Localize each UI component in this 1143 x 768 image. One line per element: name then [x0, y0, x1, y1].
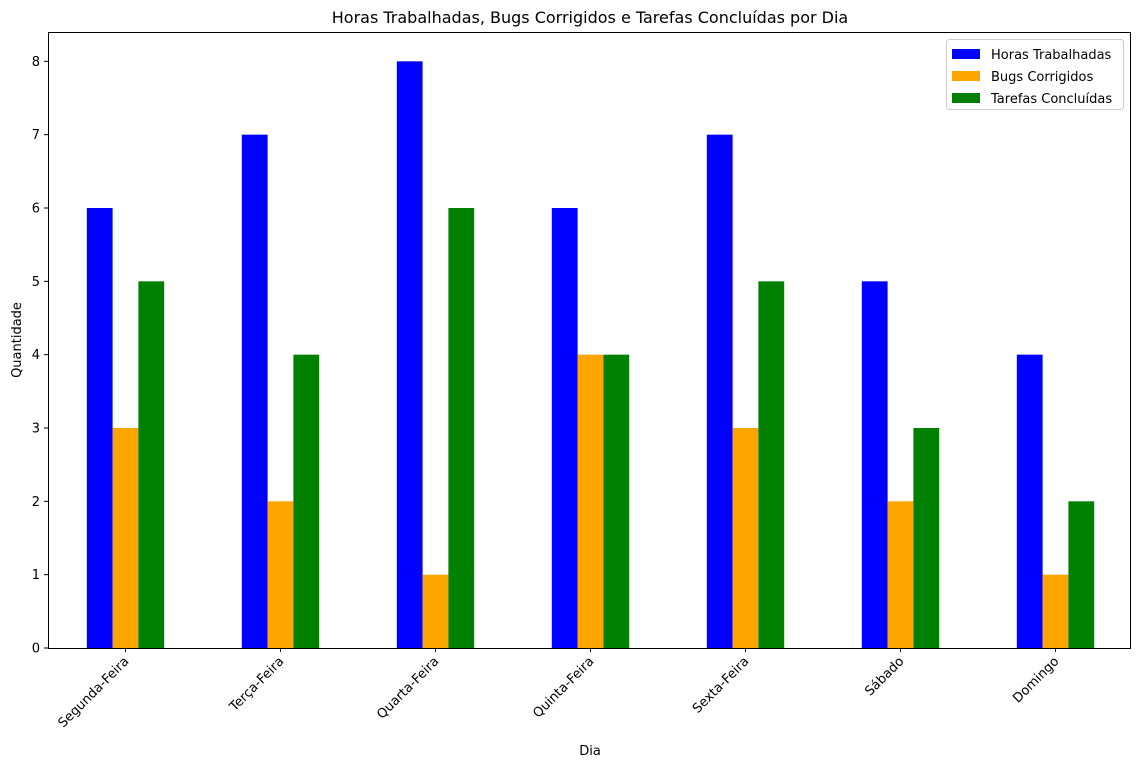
legend-label: Horas Trabalhadas: [991, 48, 1112, 63]
y-tick-label: 6: [32, 202, 40, 217]
y-tick-label: 5: [32, 275, 40, 290]
legend-box: [946, 39, 1124, 110]
y-tick-label: 4: [32, 348, 40, 363]
x-tick-label: Sábado: [862, 654, 907, 699]
bar: [267, 501, 294, 648]
bar: [603, 354, 630, 648]
y-axis-label: Quantidade: [10, 302, 25, 378]
bar: [448, 208, 475, 648]
legend-label: Bugs Corrigidos: [991, 70, 1093, 85]
bar: [86, 208, 113, 648]
legend: Horas Trabalhadas Bugs Corrigidos Tarefas …: [946, 39, 1124, 110]
y-tick-label: 7: [32, 128, 40, 143]
bar: [577, 354, 604, 648]
chart-title: Horas Trabalhadas, Bugs Corrigidos e Tar…: [332, 8, 848, 27]
legend-swatch: [952, 49, 980, 59]
plot-area: [48, 32, 1131, 649]
bar: [758, 281, 785, 648]
x-tick-label: Segunda-Feira: [56, 654, 133, 731]
legend-swatch: [952, 71, 980, 81]
bar: [861, 281, 888, 648]
bar: [1042, 574, 1069, 648]
x-tick-label: Quinta-Feira: [530, 654, 597, 721]
x-tick-label: Terça-Feira: [226, 654, 287, 715]
plot-frame: [48, 32, 1131, 649]
x-axis: Segunda-Feira Terça-Feira Quarta-Feira Quin…: [56, 648, 1062, 731]
bar: [241, 134, 268, 649]
legend-swatch: [952, 93, 980, 103]
x-axis-label: Dia: [579, 744, 601, 759]
bar: [396, 61, 423, 648]
bar: [913, 428, 940, 648]
legend-label: Tarefas Concluídas: [990, 92, 1112, 107]
bar: [887, 501, 914, 648]
y-tick-label: 0: [32, 642, 40, 657]
y-tick-label: 3: [32, 422, 40, 437]
x-tick-label: Sexta-Feira: [690, 654, 752, 716]
y-axis: 0 1 2 3 4 5 6 7 8: [32, 55, 48, 657]
bar: [422, 574, 449, 648]
x-tick-label: Quarta-Feira: [374, 654, 442, 722]
x-tick-label: Domingo: [1010, 654, 1062, 706]
bar: [551, 208, 578, 648]
bar: [112, 428, 139, 648]
bar: [1068, 501, 1095, 648]
y-tick-label: 2: [32, 495, 40, 510]
y-tick-label: 8: [32, 55, 40, 70]
bar: [1016, 354, 1043, 648]
bar: [732, 428, 759, 648]
bar: [293, 354, 320, 648]
y-tick-label: 1: [32, 568, 40, 583]
bar: [138, 281, 165, 648]
bar: [706, 134, 733, 649]
